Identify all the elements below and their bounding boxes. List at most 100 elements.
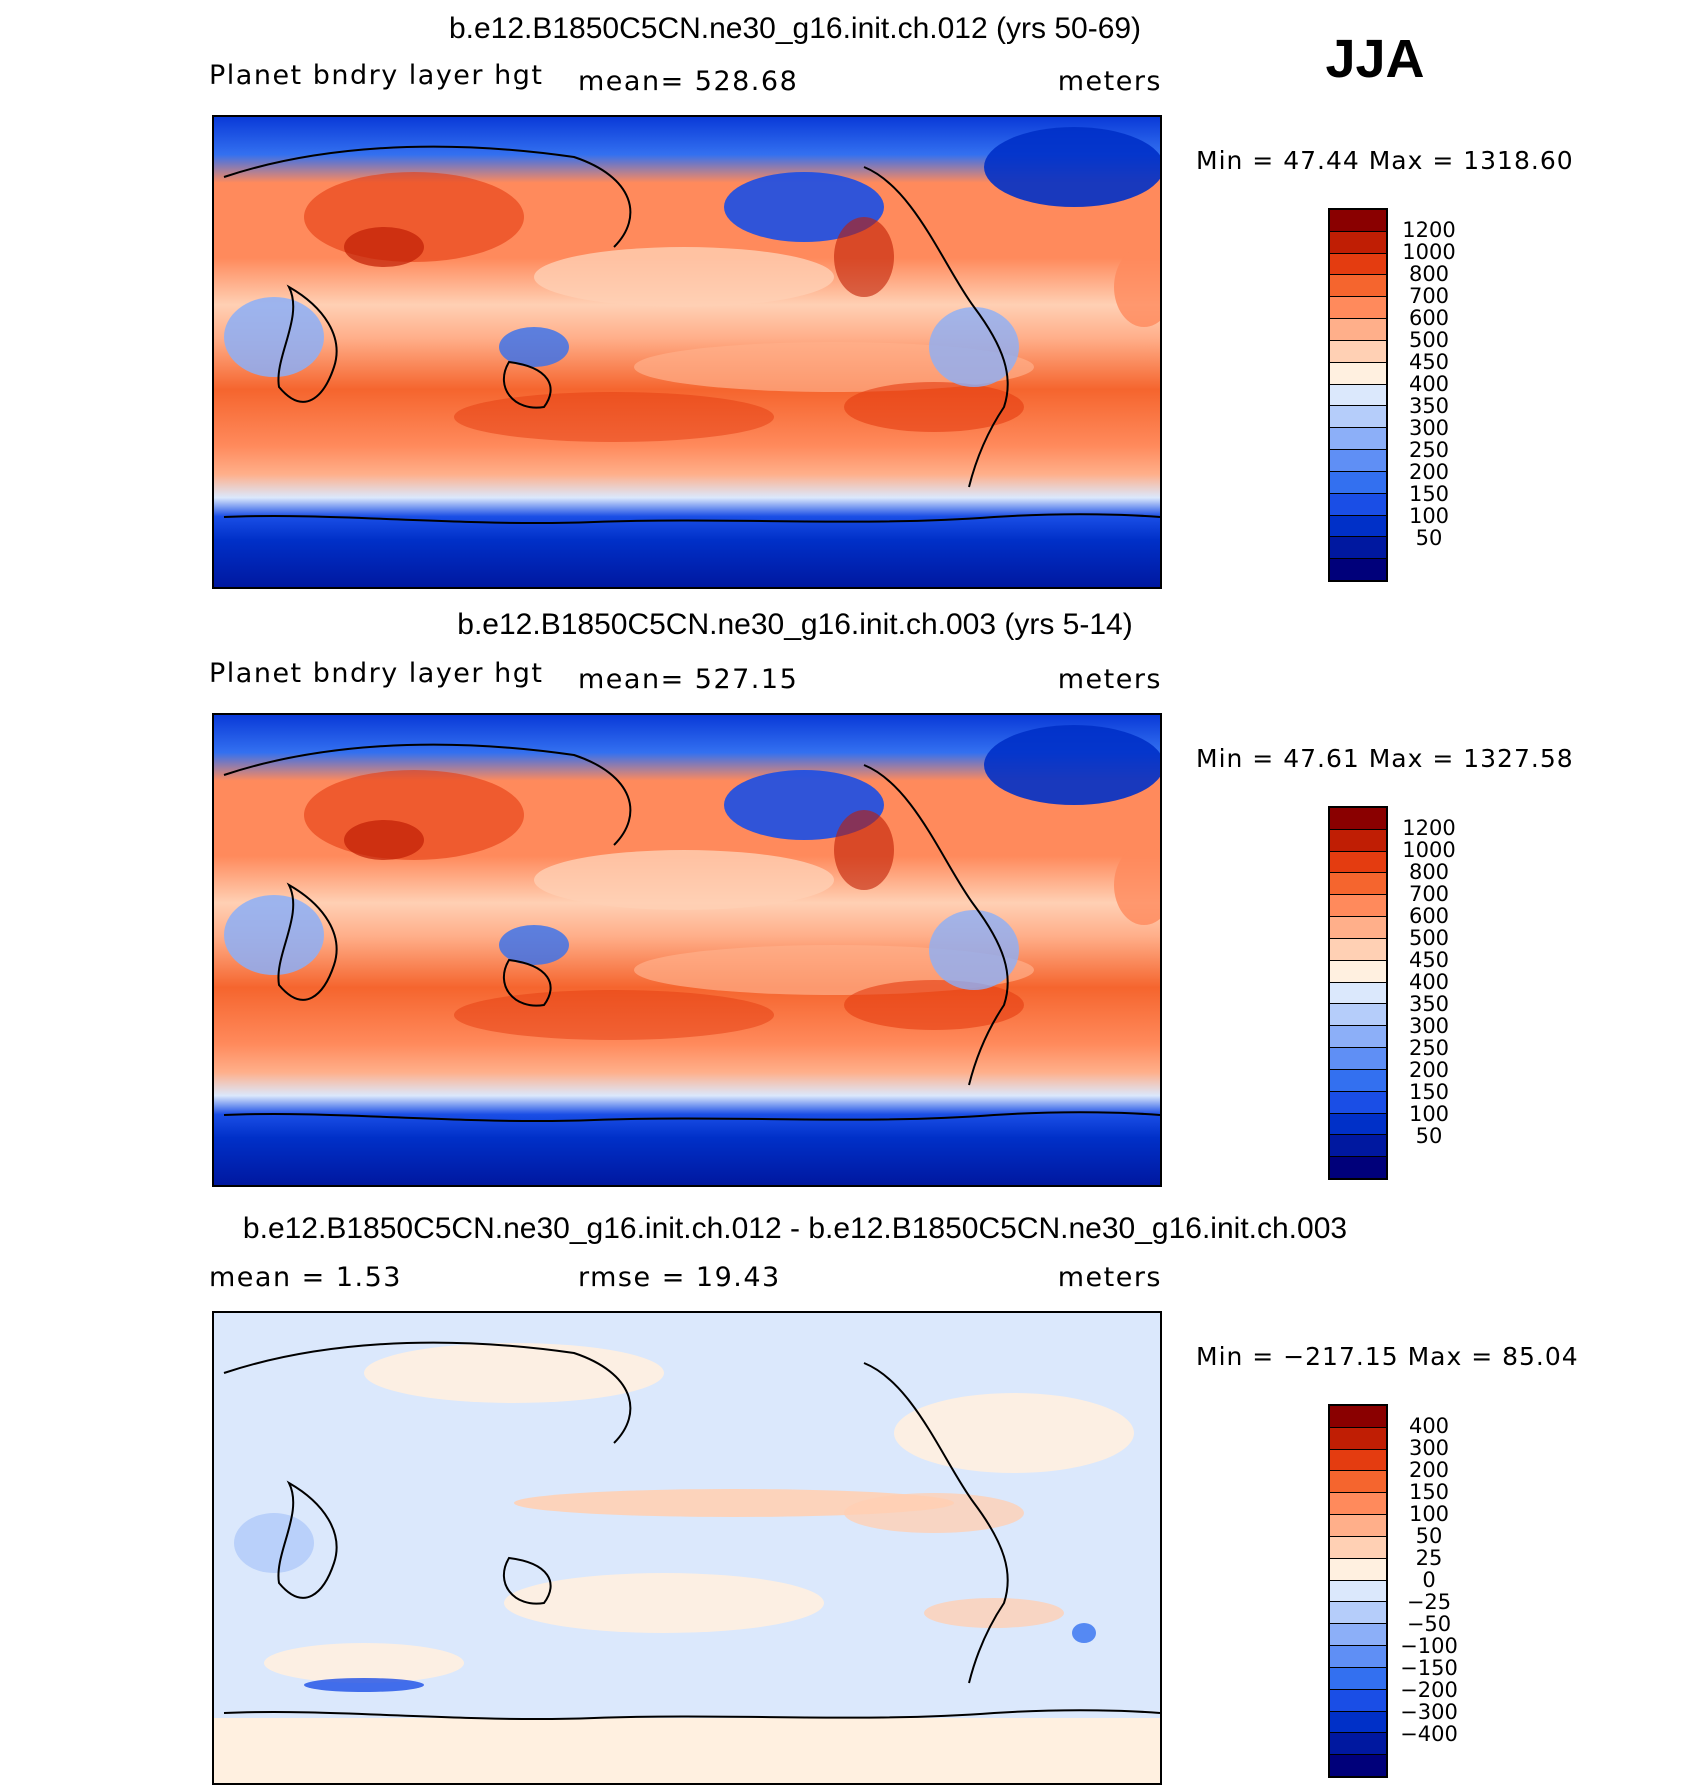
colorbar-tick-label: 150 xyxy=(1408,482,1450,506)
colorbar-swatch xyxy=(1330,253,1386,276)
colorbar-tick-label: 1200 xyxy=(1402,218,1456,242)
colorbar-tick-label: 400 xyxy=(1408,970,1450,994)
panel-3-units-label: meters xyxy=(1057,1262,1162,1293)
colorbar-swatch xyxy=(1330,384,1386,407)
colorbar-tick-label: 25 xyxy=(1415,1546,1443,1570)
colorbar-swatch xyxy=(1330,960,1386,983)
panel-3-minmax: Min = −217.15 Max = 85.04 xyxy=(1196,1342,1579,1371)
colorbar-tick-label: 300 xyxy=(1408,416,1450,440)
colorbar-tick-label: −25 xyxy=(1406,1590,1452,1614)
colorbar-tick-label: 100 xyxy=(1408,1502,1450,1526)
panel-1-map xyxy=(212,115,1162,589)
panel-1-units-label: meters xyxy=(1057,66,1162,97)
colorbar-swatch xyxy=(1330,938,1386,961)
colorbar-tick-label: 800 xyxy=(1408,262,1450,286)
colorbar-tick-label: 400 xyxy=(1408,1414,1450,1438)
panel-3-colorbar xyxy=(1328,1404,1388,1778)
season-label: JJA xyxy=(1325,29,1425,89)
panel-3-title: b.e12.B1850C5CN.ne30_g16.init.ch.012 - b… xyxy=(242,1212,1348,1245)
panel-1-mean-label: mean= 528.68 xyxy=(578,66,799,97)
colorbar-tick-label: 150 xyxy=(1408,1480,1450,1504)
colorbar-tick-label: 250 xyxy=(1408,438,1450,462)
colorbar-swatch xyxy=(1330,917,1386,939)
colorbar-tick-label: 350 xyxy=(1408,394,1450,418)
colorbar-swatch xyxy=(1330,1646,1386,1668)
panel-2-units-label: meters xyxy=(1057,664,1162,695)
colorbar-tick-label: −100 xyxy=(1400,1634,1458,1658)
colorbar-swatch xyxy=(1330,1026,1386,1049)
panel-1-title: b.e12.B1850C5CN.ne30_g16.init.ch.012 (yr… xyxy=(448,12,1142,45)
panel-3-mean-label: mean = 1.53 xyxy=(209,1262,402,1293)
colorbar-tick-label: −200 xyxy=(1400,1678,1458,1702)
colorbar-tick-label: 700 xyxy=(1408,882,1450,906)
colorbar-swatch xyxy=(1330,1091,1386,1114)
colorbar-tick-label: 250 xyxy=(1408,1036,1450,1060)
colorbar-swatch xyxy=(1330,1406,1386,1428)
colorbar-swatch xyxy=(1330,471,1386,494)
colorbar-swatch xyxy=(1330,808,1386,830)
colorbar-swatch xyxy=(1330,515,1386,538)
colorbar-tick-label: 1000 xyxy=(1402,838,1456,862)
colorbar-swatch xyxy=(1330,1113,1386,1136)
colorbar-swatch xyxy=(1330,1515,1386,1537)
colorbar-swatch xyxy=(1330,340,1386,363)
colorbar-swatch xyxy=(1330,537,1386,560)
colorbar-swatch xyxy=(1330,319,1386,341)
colorbar-swatch xyxy=(1330,982,1386,1005)
colorbar-tick-label: 600 xyxy=(1408,306,1450,330)
colorbar-swatch xyxy=(1330,851,1386,874)
panel-2-colorbar-labels: 1200 1000 800 700 600 500 450 400 350 300 250 200 15… xyxy=(1398,806,1488,1180)
panel-2-colorbar xyxy=(1328,806,1388,1180)
colorbar-swatch xyxy=(1330,1427,1386,1450)
colorbar-tick-label: 200 xyxy=(1408,1458,1450,1482)
colorbar-swatch xyxy=(1330,275,1386,298)
colorbar-swatch xyxy=(1330,231,1386,254)
colorbar-swatch xyxy=(1330,493,1386,516)
colorbar-tick-label: 700 xyxy=(1408,284,1450,308)
colorbar-swatch xyxy=(1330,1069,1386,1092)
colorbar-swatch xyxy=(1330,428,1386,451)
colorbar-swatch xyxy=(1330,1449,1386,1472)
colorbar-swatch xyxy=(1330,1711,1386,1734)
colorbar-swatch xyxy=(1330,1689,1386,1712)
colorbar-swatch xyxy=(1330,1048,1386,1070)
panel-2-map xyxy=(212,713,1162,1187)
colorbar-tick-label: 500 xyxy=(1408,328,1450,352)
colorbar-tick-label: 50 xyxy=(1415,526,1443,550)
colorbar-tick-label: 300 xyxy=(1408,1436,1450,1460)
colorbar-tick-label: 500 xyxy=(1408,926,1450,950)
colorbar-tick-label: 200 xyxy=(1408,460,1450,484)
panel-3-colorbar-labels: 400 300 200 150 100 50 25 0 −25 −50 −100 −150 −200 −3… xyxy=(1398,1404,1488,1778)
panel-3-map xyxy=(212,1311,1162,1785)
colorbar-tick-label: −50 xyxy=(1406,1612,1452,1636)
panel-1-colorbar-labels: 1200 1000 800 700 600 500 450 400 350 300 250 200 15… xyxy=(1398,208,1488,582)
colorbar-tick-label: 50 xyxy=(1415,1524,1443,1548)
colorbar-tick-label: −300 xyxy=(1400,1700,1458,1724)
colorbar-swatch xyxy=(1330,1536,1386,1559)
colorbar-tick-label: 800 xyxy=(1408,860,1450,884)
colorbar-tick-label: 1200 xyxy=(1402,816,1456,840)
colorbar-swatch xyxy=(1330,297,1386,320)
colorbar-tick-label: 450 xyxy=(1408,350,1450,374)
colorbar-swatch xyxy=(1330,1624,1386,1647)
colorbar-tick-label: 100 xyxy=(1408,1102,1450,1126)
colorbar-swatch xyxy=(1330,210,1386,232)
colorbar-swatch xyxy=(1330,1755,1386,1777)
colorbar-tick-label: 50 xyxy=(1415,1124,1443,1148)
colorbar-tick-label: 200 xyxy=(1408,1058,1450,1082)
colorbar-swatch xyxy=(1330,362,1386,385)
colorbar-tick-label: 450 xyxy=(1408,948,1450,972)
colorbar-swatch xyxy=(1330,1733,1386,1756)
panel-2-mean-label: mean= 527.15 xyxy=(578,664,799,695)
colorbar-swatch xyxy=(1330,829,1386,852)
colorbar-swatch xyxy=(1330,1493,1386,1516)
panel-3-rmse-label: rmse = 19.43 xyxy=(578,1262,781,1293)
panel-2-title: b.e12.B1850C5CN.ne30_g16.init.ch.003 (yr… xyxy=(457,608,1133,641)
panel-2-variable-label: Planet bndry layer hgt xyxy=(209,658,544,689)
panel-1-variable-label: Planet bndry layer hgt xyxy=(209,60,544,91)
colorbar-swatch xyxy=(1330,559,1386,581)
panel-2-minmax: Min = 47.61 Max = 1327.58 xyxy=(1196,744,1574,773)
colorbar-swatch xyxy=(1330,895,1386,918)
panel-1-minmax: Min = 47.44 Max = 1318.60 xyxy=(1196,146,1574,175)
panel-1-colorbar xyxy=(1328,208,1388,582)
